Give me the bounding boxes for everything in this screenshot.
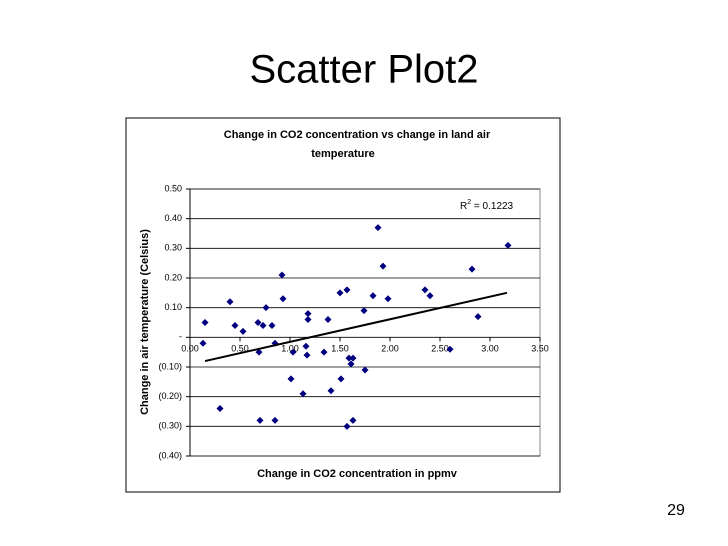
data-point xyxy=(271,416,279,424)
data-point xyxy=(239,327,247,335)
data-point xyxy=(384,295,392,303)
data-point xyxy=(360,307,368,315)
data-point xyxy=(345,354,353,362)
y-tick-label: (0.30) xyxy=(158,421,182,431)
data-point xyxy=(349,354,357,362)
r-squared-label: R2 = 0.1223 xyxy=(460,199,514,212)
data-point xyxy=(304,310,312,318)
data-point xyxy=(254,319,262,326)
x-tick-label: 0.50 xyxy=(231,344,249,354)
data-point xyxy=(268,321,276,329)
y-tick-label: (0.20) xyxy=(158,391,182,401)
slide-number: 29 xyxy=(667,502,685,519)
r-squared-part: R xyxy=(460,201,467,212)
y-tick-label: 0.40 xyxy=(164,213,182,223)
data-point xyxy=(324,316,332,324)
data-point xyxy=(421,286,429,294)
data-point xyxy=(302,342,310,350)
y-tick-label: 0.30 xyxy=(164,243,182,253)
y-tick-label: 0.20 xyxy=(164,272,182,282)
data-point xyxy=(262,304,270,312)
x-tick-label: 1.00 xyxy=(281,344,299,354)
data-point xyxy=(279,295,287,303)
data-point xyxy=(320,348,328,356)
data-point xyxy=(199,339,207,347)
data-point xyxy=(426,292,434,300)
data-point xyxy=(327,387,335,395)
y-tick-label: (0.10) xyxy=(158,361,182,371)
data-point xyxy=(255,348,263,356)
x-tick-label: 2.00 xyxy=(381,344,399,354)
r-squared-part: = 0.1223 xyxy=(471,201,513,212)
x-axis-label: Change in CO2 concentration in ppmv xyxy=(257,468,458,480)
data-point xyxy=(259,321,267,329)
data-point xyxy=(201,319,209,326)
x-tick-label: 3.50 xyxy=(531,344,549,354)
y-tick-label: 0.50 xyxy=(164,183,182,193)
data-point xyxy=(289,348,297,356)
data-point xyxy=(226,298,234,306)
data-point xyxy=(349,416,357,424)
data-point xyxy=(343,286,351,294)
data-point xyxy=(374,224,382,232)
data-point xyxy=(446,345,454,353)
x-tick-label: 2.50 xyxy=(431,344,449,354)
data-point xyxy=(343,422,351,430)
y-axis-label: Change in air temperature (Celsius) xyxy=(139,229,151,415)
chart-title: temperature xyxy=(311,148,375,160)
slide-title: Scatter Plot2 xyxy=(249,48,478,92)
data-point xyxy=(287,375,295,383)
x-tick-label: 0.00 xyxy=(181,344,199,354)
data-point xyxy=(474,313,482,321)
data-point xyxy=(361,366,369,374)
x-tick-label: 3.00 xyxy=(481,344,499,354)
data-point xyxy=(303,351,311,359)
data-point xyxy=(337,375,345,383)
data-point xyxy=(299,390,307,398)
data-point xyxy=(504,241,512,249)
y-tick-label: (0.40) xyxy=(158,450,182,460)
r-squared-part: 2 xyxy=(467,199,471,206)
data-point xyxy=(347,360,355,368)
data-point xyxy=(304,316,312,324)
data-point xyxy=(278,271,286,279)
data-point xyxy=(369,292,377,300)
chart-title: Change in CO2 concentration vs change in… xyxy=(224,129,491,141)
data-point xyxy=(468,265,476,273)
data-point xyxy=(256,416,264,424)
y-tick-label: 0.10 xyxy=(164,302,182,312)
data-point xyxy=(231,321,239,329)
data-point xyxy=(216,405,224,413)
chart-frame xyxy=(125,117,561,493)
x-tick-label: 1.50 xyxy=(331,344,349,354)
data-point xyxy=(336,289,344,297)
trendline xyxy=(204,291,508,363)
data-point xyxy=(379,262,387,270)
y-tick-label: - xyxy=(179,332,182,342)
